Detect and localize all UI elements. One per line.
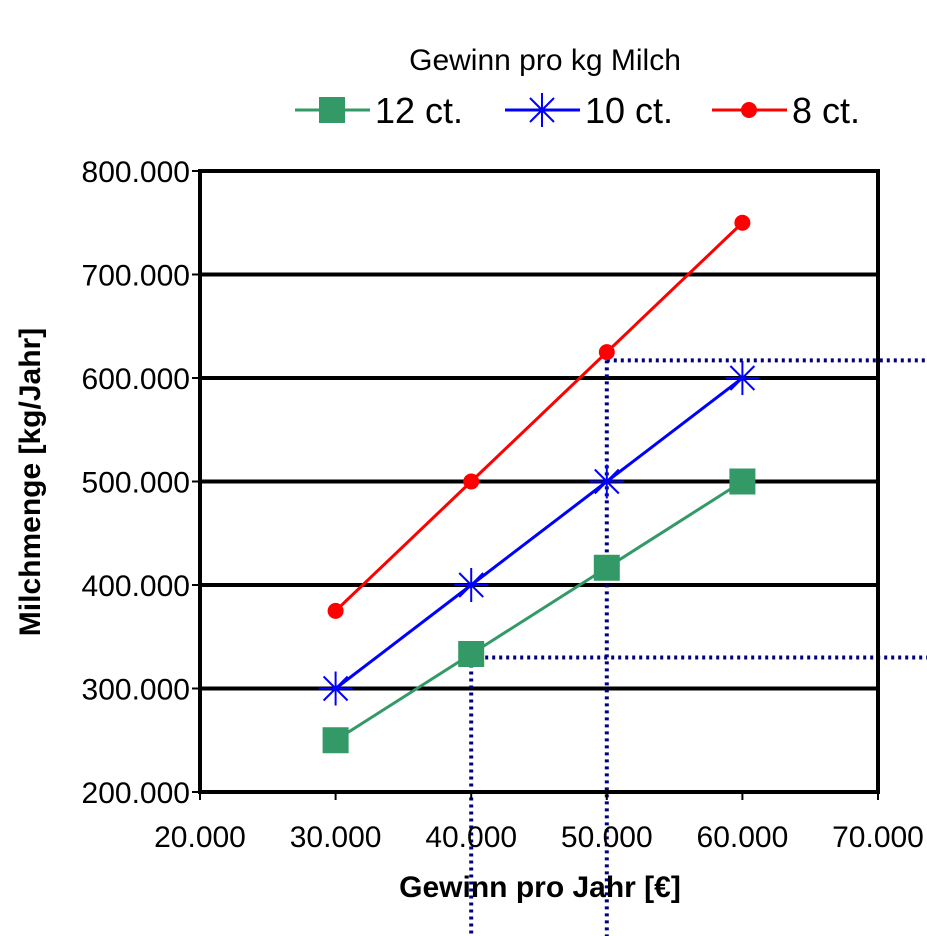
series-line-2 (334, 221, 744, 612)
data-point-s1-1-stroke (458, 572, 484, 598)
legend-label-2: 8 ct. (792, 90, 860, 131)
legend-marker-0 (319, 97, 345, 123)
axes: 200.000 300.000 400.000 500.000 600.000 700.0… (82, 156, 924, 854)
legend-marker-2 (741, 102, 757, 118)
y-tick-label-4: 600.000 (82, 363, 190, 396)
data-point-s1-0 (318, 671, 353, 706)
reference-lines (469, 358, 927, 936)
y-axis-label: Milchmenge [kg/Jahr] (14, 328, 47, 636)
legend-label-1: 10 ct. (585, 90, 673, 131)
data-point-s1-0-stroke (322, 675, 349, 702)
legend: 12 ct. 10 ct. 8 ct. (295, 90, 860, 131)
gridlines (200, 272, 878, 691)
legend-marker-1-stroke (529, 97, 555, 123)
data-point-s1-2-stroke (594, 468, 620, 495)
series-group (318, 214, 760, 754)
data-point-s1-2 (589, 464, 624, 499)
y-tick-label-0: 200.000 (82, 777, 190, 810)
x-tick-label-4: 60.000 (697, 821, 789, 854)
y-tick-label-3: 500.000 (82, 467, 190, 500)
x-tick-label-0: 20.000 (154, 821, 246, 854)
y-tick-label-1: 300.000 (82, 674, 190, 707)
chart-title: Gewinn pro kg Milch (409, 44, 681, 77)
data-point-s1-3-stroke (729, 365, 756, 391)
data-point-s0-0 (322, 727, 349, 754)
series-line-0 (334, 480, 744, 742)
x-tick-label-5: 70.000 (832, 821, 924, 854)
legend-marker-1 (525, 93, 559, 127)
series-line-1 (334, 376, 744, 690)
data-point-s2-0 (327, 602, 344, 619)
y-tick-label-6: 800.000 (82, 156, 190, 189)
data-point-s0-3 (729, 468, 756, 495)
y-tick-label-5: 700.000 (82, 260, 190, 293)
legend-label-0: 12 ct. (375, 90, 463, 131)
x-tick-label-1: 30.000 (290, 821, 382, 854)
x-axis-label: Gewinn pro Jahr [€] (399, 871, 681, 904)
data-point-s0-1 (458, 641, 485, 668)
data-point-s2-1 (463, 473, 480, 490)
y-tick-label-2: 400.000 (82, 570, 190, 603)
x-tick-label-3: 50.000 (561, 821, 653, 854)
data-point-s0-2 (593, 554, 620, 581)
data-point-s2-2 (598, 344, 615, 361)
data-point-s1-1 (454, 568, 489, 602)
data-point-s1-3 (725, 361, 760, 395)
x-tick-label-2: 40.000 (425, 821, 517, 854)
data-point-s2-3 (734, 214, 751, 231)
